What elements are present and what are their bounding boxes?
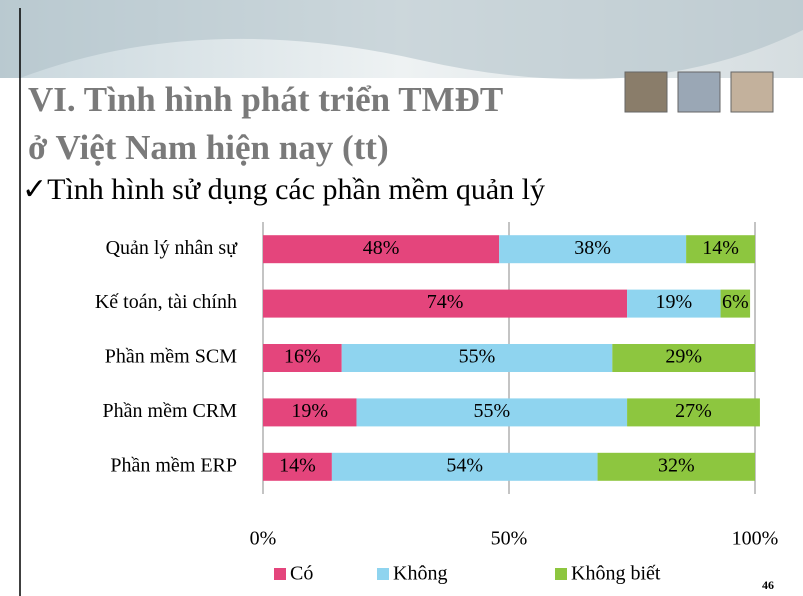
- legend-swatch: [274, 568, 286, 580]
- value-label: 32%: [658, 454, 695, 476]
- x-tick-label: 100%: [732, 528, 779, 550]
- value-label: 38%: [574, 237, 611, 259]
- value-label: 19%: [291, 400, 328, 422]
- value-label: 54%: [446, 454, 483, 476]
- value-label: 55%: [459, 346, 496, 368]
- thumbnail: [625, 72, 667, 112]
- value-label: 27%: [675, 400, 712, 422]
- legend-label: Không: [393, 563, 447, 585]
- value-label: 19%: [655, 291, 692, 313]
- y-tick-label: Phần mềm ERP: [110, 454, 237, 476]
- page: VI. Tình hình phát triển TMĐT ở Việt Nam…: [0, 0, 803, 596]
- y-tick-label: Phần mềm SCM: [105, 346, 237, 368]
- slide: VI. Tình hình phát triển TMĐT ở Việt Nam…: [0, 0, 803, 596]
- x-tick-label: 0%: [250, 528, 277, 550]
- legend-swatch: [555, 568, 567, 580]
- legend-label: Có: [290, 563, 313, 585]
- value-label: 14%: [702, 237, 739, 259]
- thumbnail: [678, 72, 720, 112]
- thumbnail: [731, 72, 773, 112]
- y-tick-label: Phần mềm CRM: [103, 400, 238, 422]
- subtitle: ✓Tình hình sử dụng các phần mềm quản lý: [22, 173, 545, 206]
- title: VI. Tình hình phát triển TMĐT: [28, 80, 503, 119]
- legend-label: Không biết: [571, 563, 661, 585]
- value-label: 29%: [665, 346, 702, 368]
- y-tick-label: Quản lý nhân sự: [106, 237, 239, 259]
- value-label: 55%: [473, 400, 510, 422]
- title: ở Việt Nam hiện nay (tt): [28, 128, 389, 167]
- value-label: 14%: [279, 454, 316, 476]
- value-label: 6%: [722, 291, 749, 313]
- x-tick-label: 50%: [491, 528, 528, 550]
- page-number: 46: [762, 578, 774, 592]
- value-label: 48%: [363, 237, 400, 259]
- value-label: 16%: [284, 346, 321, 368]
- y-tick-label: Kế toán, tài chính: [95, 291, 237, 313]
- value-label: 74%: [427, 291, 464, 313]
- legend-swatch: [377, 568, 389, 580]
